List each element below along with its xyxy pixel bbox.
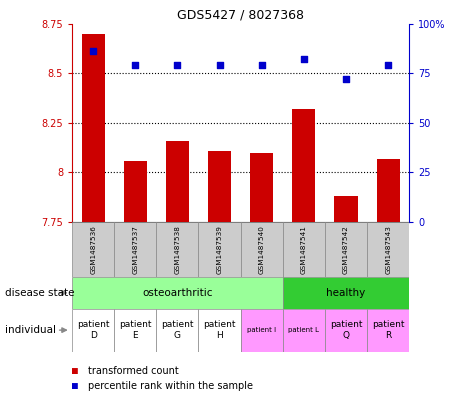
Title: GDS5427 / 8027368: GDS5427 / 8027368	[177, 8, 304, 21]
Bar	[292, 109, 315, 222]
Text: GSM1487539: GSM1487539	[217, 225, 223, 274]
Bar	[166, 141, 189, 222]
Text: transformed count: transformed count	[88, 366, 179, 376]
Bar	[124, 160, 147, 222]
Text: disease state: disease state	[5, 288, 74, 298]
Text: ■: ■	[72, 366, 78, 376]
Bar	[72, 309, 114, 352]
Point	[385, 62, 392, 68]
Bar	[114, 309, 156, 352]
Text: GSM1487541: GSM1487541	[301, 225, 307, 274]
Bar	[241, 309, 283, 352]
Bar	[156, 222, 199, 277]
Bar	[156, 309, 199, 352]
Bar	[325, 309, 367, 352]
Text: GSM1487540: GSM1487540	[259, 225, 265, 274]
Text: patient
H: patient H	[203, 320, 236, 340]
Text: GSM1487536: GSM1487536	[90, 225, 96, 274]
Bar	[72, 277, 283, 309]
Bar	[283, 277, 409, 309]
Bar	[367, 309, 409, 352]
Text: GSM1487543: GSM1487543	[385, 225, 391, 274]
Bar	[81, 33, 105, 222]
Bar	[334, 196, 358, 222]
Bar	[241, 222, 283, 277]
Point	[216, 62, 223, 68]
Bar	[199, 222, 241, 277]
Bar	[208, 151, 231, 222]
Bar	[283, 222, 325, 277]
Point	[89, 48, 97, 55]
Text: individual: individual	[5, 325, 56, 335]
Point	[132, 62, 139, 68]
Text: patient
D: patient D	[77, 320, 109, 340]
Bar	[367, 222, 409, 277]
Text: patient
G: patient G	[161, 320, 194, 340]
Bar	[325, 222, 367, 277]
Text: patient
R: patient R	[372, 320, 405, 340]
Bar	[72, 222, 114, 277]
Bar	[114, 222, 156, 277]
Bar	[377, 158, 400, 222]
Bar	[199, 309, 241, 352]
Text: GSM1487537: GSM1487537	[132, 225, 138, 274]
Point	[342, 76, 350, 82]
Text: healthy: healthy	[326, 288, 365, 298]
Point	[258, 62, 266, 68]
Text: patient
E: patient E	[119, 320, 152, 340]
Text: patient
Q: patient Q	[330, 320, 362, 340]
Text: GSM1487542: GSM1487542	[343, 225, 349, 274]
Text: patient I: patient I	[247, 327, 276, 333]
Bar	[250, 152, 273, 222]
Text: percentile rank within the sample: percentile rank within the sample	[88, 381, 253, 391]
Point	[300, 56, 307, 62]
Text: ■: ■	[72, 381, 78, 391]
Text: osteoarthritic: osteoarthritic	[142, 288, 213, 298]
Text: GSM1487538: GSM1487538	[174, 225, 180, 274]
Point	[174, 62, 181, 68]
Bar	[283, 309, 325, 352]
Text: patient L: patient L	[288, 327, 319, 333]
